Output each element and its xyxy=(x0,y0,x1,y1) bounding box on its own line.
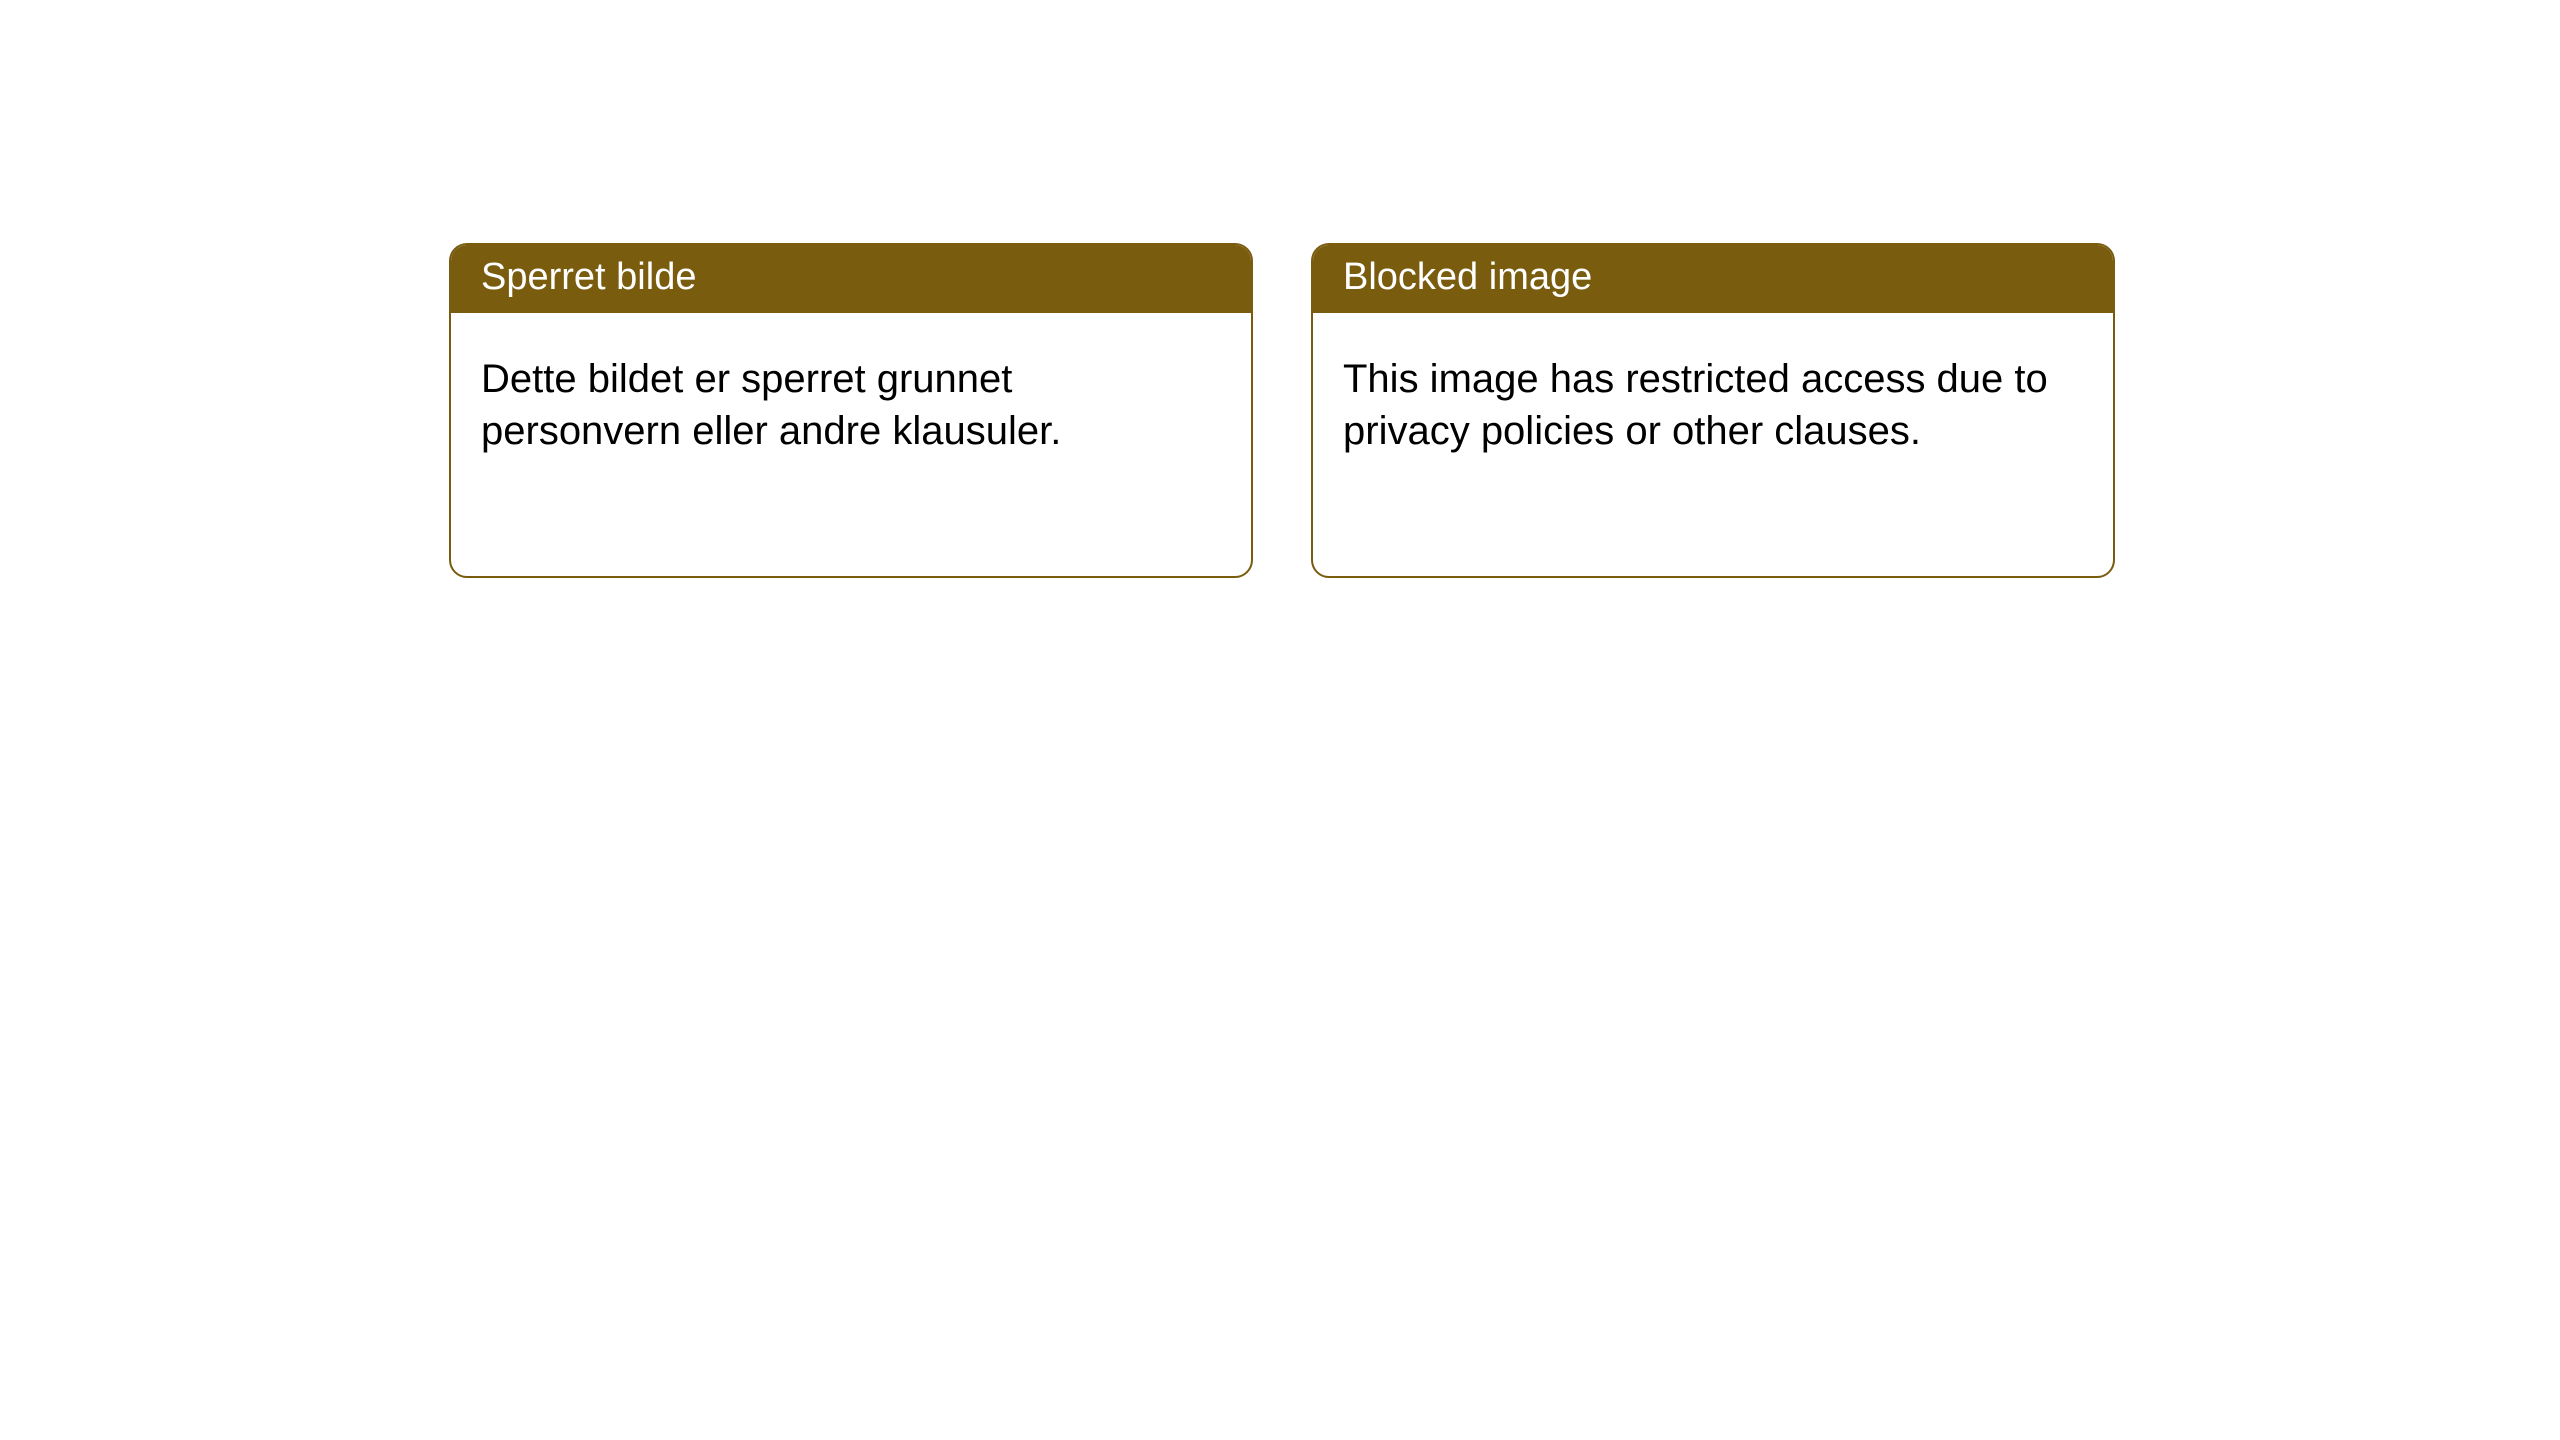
notice-body: Dette bildet er sperret grunnet personve… xyxy=(451,313,1251,487)
notice-title: Sperret bilde xyxy=(481,256,696,298)
notice-header: Blocked image xyxy=(1313,245,2113,313)
notice-title: Blocked image xyxy=(1343,256,1592,298)
notice-header: Sperret bilde xyxy=(451,245,1251,313)
notice-body: This image has restricted access due to … xyxy=(1313,313,2113,487)
notice-body-text: This image has restricted access due to … xyxy=(1343,357,2048,453)
notice-body-text: Dette bildet er sperret grunnet personve… xyxy=(481,357,1061,453)
notice-card-english: Blocked image This image has restricted … xyxy=(1311,243,2115,578)
notice-card-norwegian: Sperret bilde Dette bildet er sperret gr… xyxy=(449,243,1253,578)
notice-container: Sperret bilde Dette bildet er sperret gr… xyxy=(0,0,2560,578)
